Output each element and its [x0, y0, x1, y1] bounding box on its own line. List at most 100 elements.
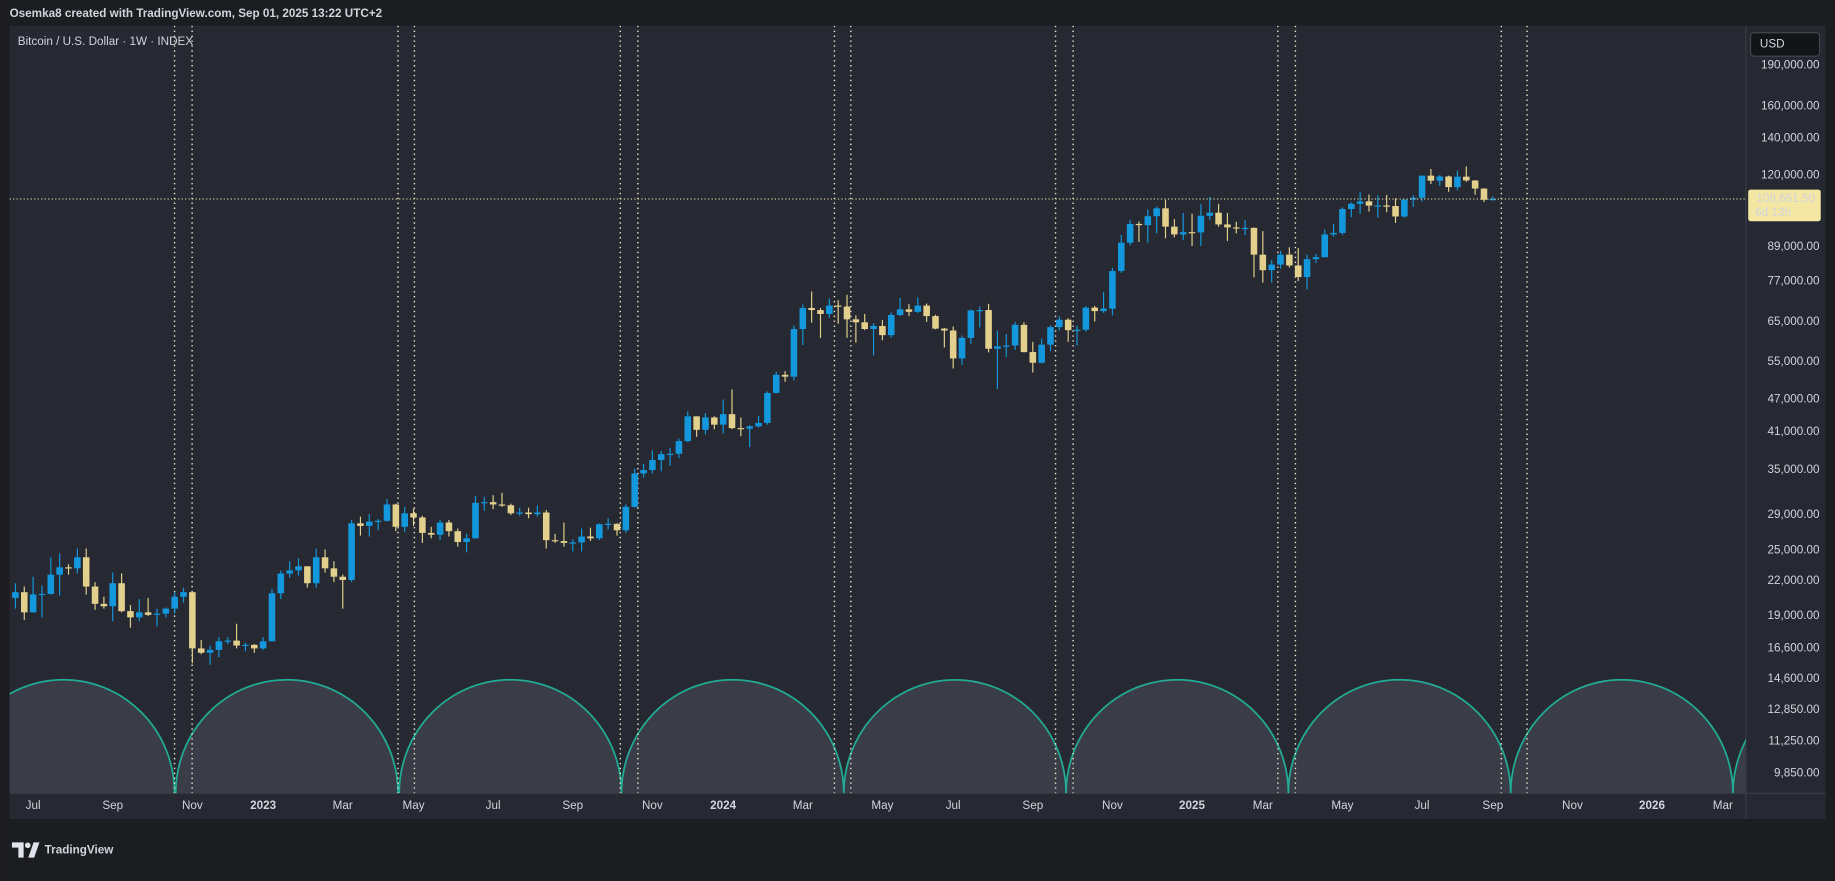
cycle-drawings [9, 25, 1746, 794]
candle-body [843, 306, 851, 320]
candle-body [419, 517, 426, 533]
candle-body [357, 523, 364, 526]
candle-body [312, 557, 320, 584]
candle-body [923, 305, 930, 317]
candle-body [82, 557, 90, 587]
last-price-box [1748, 189, 1821, 222]
candle-body [693, 416, 700, 430]
candle-body [896, 309, 904, 316]
x-tick-label: May [1331, 799, 1353, 812]
cycle-arc-outline [398, 678, 623, 794]
candle-body [383, 504, 391, 521]
candle-body [74, 557, 81, 569]
cycle-arc [1510, 679, 1733, 794]
x-tick-label: Jul [486, 799, 501, 812]
candle-body [826, 305, 833, 314]
x-tick-label: May [871, 799, 893, 812]
cycle-arc [1288, 679, 1511, 794]
x-tick-label: Mar [1253, 799, 1273, 812]
candle-body [781, 374, 789, 377]
symbol-title: Bitcoin / U.S. Dollar · 1W · INDEX [18, 35, 194, 48]
candle-body [640, 469, 647, 474]
candle-body [861, 322, 868, 330]
currency-label[interactable]: USD [1760, 38, 1785, 51]
candle-body [976, 310, 983, 312]
candle-body [12, 592, 19, 598]
candle-body [481, 502, 488, 504]
candle-body [1197, 215, 1205, 233]
candle-body [259, 641, 267, 649]
candle-body [47, 574, 55, 594]
candle-body [136, 612, 143, 618]
x-tick-label: Sep [1482, 799, 1503, 812]
candle-body [56, 567, 63, 575]
candle-body [295, 566, 302, 571]
candle-body [1374, 205, 1382, 207]
candle-body [242, 644, 249, 647]
logo-mark [11, 842, 24, 858]
cycle-arc [1066, 679, 1289, 794]
candle-body [321, 557, 329, 569]
y-tick-label: 65,000.00 [1768, 315, 1820, 328]
candle-body [153, 613, 161, 615]
candle-body [1268, 264, 1275, 271]
candle-body [348, 523, 355, 580]
candle-body [1020, 324, 1028, 353]
candle-body [958, 337, 966, 359]
candle-body [657, 454, 665, 460]
candle-body [233, 640, 240, 646]
candle-body [251, 644, 258, 649]
candle-body [542, 512, 550, 541]
candle-body [401, 513, 408, 527]
cycle-arc-outline [1065, 678, 1290, 794]
candle-body [870, 325, 877, 330]
candle-body [374, 520, 382, 522]
candle-body [1233, 227, 1240, 229]
candle-body [1109, 271, 1116, 309]
cycle-arc-outline [842, 678, 1067, 794]
x-tick-label: 2025 [1179, 799, 1206, 812]
candle-body [702, 417, 709, 430]
candle-body [1294, 265, 1302, 278]
candle-body [1171, 226, 1178, 235]
cycle-arc [175, 679, 399, 794]
candle-body [127, 611, 134, 618]
candle-body [454, 531, 462, 543]
candle-body [1064, 319, 1072, 331]
y-tick-label: 190,000.00 [1761, 58, 1820, 71]
candle-body [1117, 242, 1125, 272]
candle-body [887, 315, 895, 336]
y-tick-label: 11,250.00 [1768, 735, 1820, 748]
candle-body [1100, 308, 1107, 312]
candle-body [1427, 175, 1435, 181]
x-tick-label: 2023 [250, 799, 277, 812]
candle-body [489, 502, 497, 505]
x-tick-label: 2024 [710, 799, 737, 812]
candle-body [392, 504, 400, 527]
last-price-label: 108,661.50 [1756, 192, 1815, 205]
candle-body [118, 583, 125, 612]
brand-name: TradingView [45, 844, 115, 857]
candle-body [180, 592, 187, 597]
candle-body [304, 566, 311, 584]
candle-body [1144, 216, 1152, 226]
candle-body [746, 426, 753, 429]
candle-body [277, 573, 285, 594]
candle-body [905, 309, 913, 312]
cycle-arc [399, 679, 622, 794]
x-tick-label: Sep [562, 799, 583, 812]
candle-body [516, 512, 523, 514]
candle-body [790, 329, 798, 377]
x-tick-label: Nov [182, 799, 203, 812]
logo-slash [28, 842, 40, 858]
candle-body [772, 374, 780, 393]
candle-body [1011, 324, 1019, 346]
currency-button[interactable] [1749, 32, 1821, 57]
candle-body [1162, 208, 1169, 227]
candle-body [675, 441, 683, 454]
candle-body [1091, 307, 1099, 312]
candle-body [560, 541, 568, 543]
candle-body [994, 346, 1001, 349]
x-tick-label: May [402, 799, 424, 812]
